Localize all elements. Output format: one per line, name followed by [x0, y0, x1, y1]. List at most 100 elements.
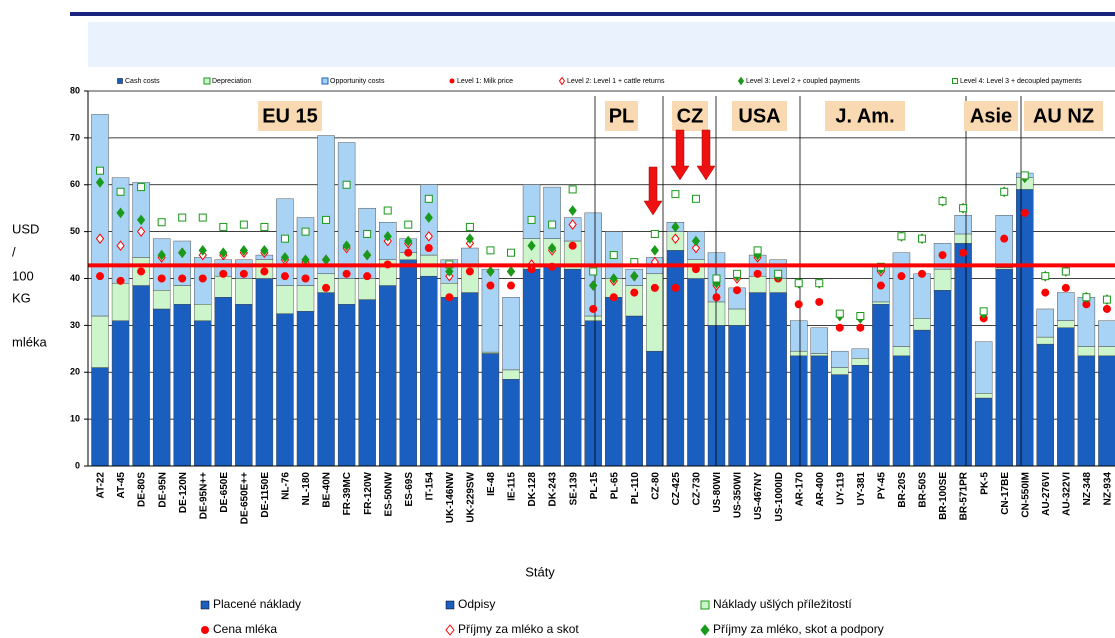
bar-segment: [748, 292, 767, 467]
marker: [116, 207, 125, 219]
marker: [260, 245, 269, 256]
marker: [794, 279, 803, 288]
x-tick-label: DE-80S: [137, 472, 148, 507]
marker: [465, 233, 475, 244]
x-tick-label: PK-5: [979, 472, 990, 495]
marker: [449, 78, 455, 84]
x-tick-label: PL-110: [630, 472, 641, 505]
marker: [507, 281, 515, 290]
arrow: [696, 129, 716, 181]
x-tick-label: CN-17BE: [1000, 472, 1011, 515]
region-label: PL: [609, 105, 635, 127]
bar-segment: [954, 215, 972, 235]
marker: [691, 242, 701, 254]
x-tick-label: AU-322VI: [1061, 472, 1072, 516]
marker: [280, 272, 289, 281]
marker: [918, 234, 926, 243]
region-label: USA: [738, 105, 780, 127]
marker: [465, 222, 474, 231]
marker: [712, 293, 721, 302]
bar-segment: [111, 282, 130, 321]
marker: [260, 222, 269, 231]
y-axis-label: KG: [12, 290, 31, 305]
bar-segment: [728, 308, 746, 326]
legend-label: Level 3: Level 2 + coupled payments: [746, 78, 860, 85]
marker: [342, 240, 351, 252]
y-tick-label: 30: [70, 320, 80, 330]
x-tick-label: AR-170: [794, 472, 805, 507]
marker: [959, 248, 968, 257]
marker: [568, 219, 577, 230]
bar-segment: [1077, 355, 1096, 467]
marker: [856, 323, 865, 332]
x-tick-label: PL-15: [589, 472, 600, 500]
y-tick-label: 10: [70, 414, 80, 424]
legend-swatch: [321, 77, 329, 85]
plot: AT-22 AT-45 DE-80S DE-95N DE-120N DE-95N++ DE-…: [91, 96, 1115, 524]
marker: [1061, 267, 1070, 276]
bar-segment: [317, 292, 335, 467]
bar-segment: [707, 325, 726, 467]
marker: [342, 269, 351, 278]
bar-segment: [1057, 292, 1075, 321]
marker: [137, 267, 146, 276]
marker: [486, 281, 495, 290]
marker: [1020, 171, 1029, 180]
marker: [178, 274, 187, 283]
region-box: [732, 101, 787, 131]
legend-label: Level 4: Level 3 + decoupled payments: [960, 78, 1082, 85]
bar-segment: [1098, 346, 1115, 357]
marker: [589, 280, 598, 291]
bar-segment: [687, 278, 705, 467]
bar-segment: [954, 243, 972, 467]
marker: [363, 249, 372, 261]
x-tick-label: US-80WI: [712, 472, 723, 513]
header-band: [88, 22, 1115, 67]
marker: [404, 235, 413, 247]
bar-segment: [317, 135, 335, 275]
marker: [424, 212, 433, 223]
marker: [548, 220, 557, 229]
bar-segment: [91, 367, 109, 467]
legend-label: Cena mléka: [213, 622, 277, 636]
bar-segment: [111, 320, 130, 467]
x-tick-label: DE-650E++: [239, 472, 250, 524]
marker: [1041, 288, 1050, 297]
marker: [219, 269, 228, 278]
legend-label: Placené náklady: [213, 597, 301, 611]
x-tick-label: AU-276VI: [1041, 472, 1052, 516]
bar-segment: [502, 297, 520, 371]
bar-segment: [872, 304, 890, 467]
marker: [404, 248, 413, 257]
marker: [445, 624, 455, 636]
marker: [568, 241, 577, 250]
bar-segment: [255, 278, 274, 467]
bar-segment: [173, 304, 191, 467]
marker: [952, 78, 958, 84]
marker: [260, 267, 269, 276]
y-tick-label: 20: [70, 367, 80, 377]
marker: [136, 226, 146, 237]
bar-segment: [1036, 308, 1055, 338]
legend-label: Level 1: Milk price: [457, 78, 513, 85]
marker: [897, 272, 906, 281]
bar-segment: [646, 350, 664, 467]
marker: [568, 205, 577, 216]
x-tick-label: SE-139: [568, 472, 579, 506]
bar-segment: [194, 304, 212, 321]
marker: [589, 267, 598, 276]
x-tick-label: DE-95N: [157, 472, 168, 508]
marker: [157, 249, 166, 261]
bar-segment: [543, 266, 561, 467]
x-tick-label: FR-39MC: [342, 472, 353, 515]
bar-segment: [358, 299, 376, 467]
marker: [157, 274, 166, 283]
bar-segment: [152, 308, 171, 467]
bar-segment: [1077, 346, 1096, 357]
region-box: [258, 101, 322, 131]
bar-segment: [769, 292, 787, 467]
marker: [527, 240, 536, 252]
x-tick-label: US-467NY: [753, 472, 764, 520]
marker: [507, 248, 515, 257]
